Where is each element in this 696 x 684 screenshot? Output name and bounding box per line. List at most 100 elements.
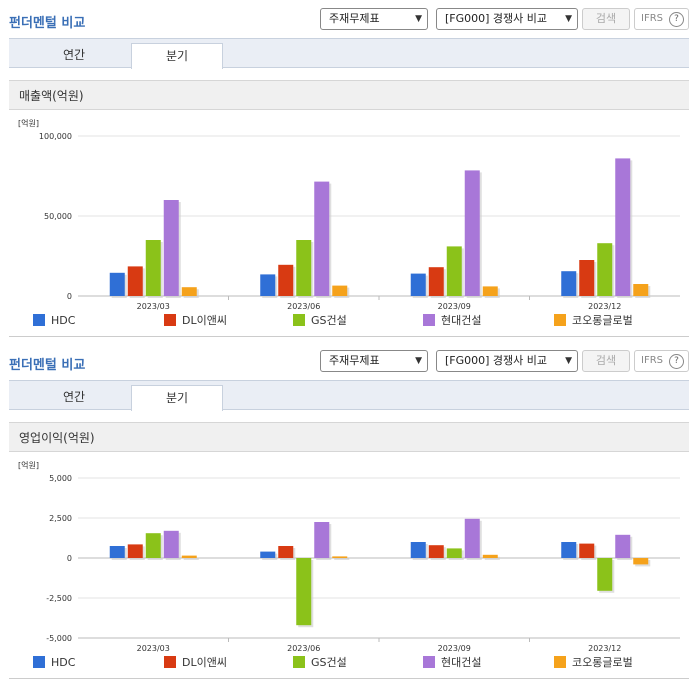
legend-swatch	[293, 656, 305, 668]
competitor-select-value: [FG000] 경쟁사 비교	[445, 354, 548, 367]
legend-swatch	[33, 314, 45, 326]
bar[interactable]	[579, 260, 595, 296]
legend-item[interactable]: GS건설	[293, 314, 347, 328]
bar[interactable]	[464, 170, 480, 296]
bar[interactable]	[561, 271, 577, 296]
chevron-down-icon: ▼	[415, 356, 422, 366]
x-tick-label: 2023/12	[588, 302, 621, 311]
panel-header: 펀더멘털 비교 주재무제표 ▼ [FG000] 경쟁사 비교 ▼ 검색 IFRS?	[0, 0, 696, 40]
help-icon[interactable]: ?	[669, 12, 684, 27]
legend-label: HDC	[51, 656, 76, 669]
legend-label: GS건설	[311, 656, 347, 669]
bar[interactable]	[446, 548, 462, 558]
legend-item[interactable]: HDC	[33, 314, 75, 328]
section-title: 매출액(억원)	[19, 89, 84, 103]
bar[interactable]	[181, 287, 197, 296]
ifrs-label: IFRS	[641, 355, 663, 366]
x-tick-label: 2023/09	[438, 302, 471, 311]
bar[interactable]	[145, 533, 161, 558]
tab-annual[interactable]: 연간	[62, 48, 86, 62]
bar-shadow	[484, 556, 500, 560]
help-icon[interactable]: ?	[669, 354, 684, 369]
bar[interactable]	[615, 534, 631, 558]
chart-legend: HDC DL이앤씨 GS건설 현대건설 코오롱글로벌	[0, 656, 696, 672]
bar[interactable]	[410, 273, 426, 296]
fundamental-panel-operating-profit: 펀더멘털 비교 주재무제표 ▼ [FG000] 경쟁사 비교 ▼ 검색 IFRS? …	[0, 342, 696, 684]
ifrs-button[interactable]: IFRS?	[634, 8, 689, 30]
legend-item[interactable]: 코오롱글로벌	[554, 656, 633, 670]
bar[interactable]	[260, 274, 276, 296]
legend-label: DL이앤씨	[182, 314, 227, 327]
bar[interactable]	[597, 558, 613, 591]
chevron-down-icon: ▼	[565, 356, 572, 366]
legend-swatch	[423, 314, 435, 326]
bar[interactable]	[446, 246, 462, 296]
bar[interactable]	[278, 264, 294, 296]
statement-select-value: 주재무제표	[329, 12, 380, 25]
bar[interactable]	[579, 543, 595, 558]
bar[interactable]	[163, 200, 179, 296]
y-tick-label: 0	[67, 554, 72, 563]
bar[interactable]	[145, 240, 161, 296]
bar[interactable]	[615, 158, 631, 296]
legend-item[interactable]: 현대건설	[423, 656, 481, 670]
competitor-select[interactable]: [FG000] 경쟁사 비교 ▼	[436, 350, 578, 372]
bar[interactable]	[332, 556, 348, 558]
statement-select[interactable]: 주재무제표 ▼	[320, 350, 428, 372]
bar[interactable]	[163, 530, 179, 558]
period-tabs: 연간 분기	[9, 380, 689, 411]
search-button[interactable]: 검색	[582, 350, 630, 372]
tab-quarterly[interactable]: 분기	[131, 43, 223, 69]
bar[interactable]	[482, 286, 498, 296]
chevron-down-icon: ▼	[565, 14, 572, 24]
divider	[9, 678, 689, 679]
legend-item[interactable]: DL이앤씨	[164, 656, 227, 670]
y-tick-label: 2,500	[49, 514, 72, 523]
bar[interactable]	[464, 518, 480, 558]
bar[interactable]	[314, 181, 330, 296]
search-button[interactable]: 검색	[582, 8, 630, 30]
period-tabs: 연간 분기	[9, 38, 689, 69]
bar[interactable]	[597, 243, 613, 296]
x-tick-label: 2023/09	[438, 644, 471, 653]
legend-label: DL이앤씨	[182, 656, 227, 669]
bar[interactable]	[633, 284, 649, 296]
bar[interactable]	[127, 266, 143, 296]
legend-swatch	[293, 314, 305, 326]
bar[interactable]	[109, 272, 125, 296]
tab-quarterly[interactable]: 분기	[131, 385, 223, 411]
legend-item[interactable]: GS건설	[293, 656, 347, 670]
legend-label: GS건설	[311, 314, 347, 327]
bar[interactable]	[410, 542, 426, 558]
legend-item[interactable]: 현대건설	[423, 314, 481, 328]
competitor-select[interactable]: [FG000] 경쟁사 비교 ▼	[436, 8, 578, 30]
legend-item[interactable]: 코오롱글로벌	[554, 314, 633, 328]
legend-label: 현대건설	[441, 314, 482, 327]
legend-swatch	[164, 656, 176, 668]
bar-shadow	[183, 557, 199, 560]
ifrs-label: IFRS	[641, 13, 663, 24]
bar[interactable]	[296, 558, 312, 626]
bar[interactable]	[428, 545, 444, 558]
bar[interactable]	[109, 546, 125, 558]
bar[interactable]	[181, 555, 197, 558]
bar[interactable]	[278, 546, 294, 558]
bar[interactable]	[428, 267, 444, 296]
bar[interactable]	[260, 551, 276, 558]
y-tick-label: 50,000	[44, 212, 72, 221]
bar[interactable]	[127, 544, 143, 558]
tab-annual[interactable]: 연간	[62, 390, 86, 404]
x-tick-label: 2023/06	[287, 302, 320, 311]
competitor-select-value: [FG000] 경쟁사 비교	[445, 12, 548, 25]
bar[interactable]	[296, 240, 312, 296]
legend-item[interactable]: HDC	[33, 656, 75, 670]
bar[interactable]	[314, 522, 330, 558]
bar[interactable]	[633, 558, 649, 565]
legend-item[interactable]: DL이앤씨	[164, 314, 227, 328]
legend-label: 코오롱글로벌	[572, 314, 633, 327]
bar[interactable]	[561, 542, 577, 558]
ifrs-button[interactable]: IFRS?	[634, 350, 689, 372]
bar[interactable]	[332, 285, 348, 296]
statement-select[interactable]: 주재무제표 ▼	[320, 8, 428, 30]
bar[interactable]	[482, 554, 498, 558]
